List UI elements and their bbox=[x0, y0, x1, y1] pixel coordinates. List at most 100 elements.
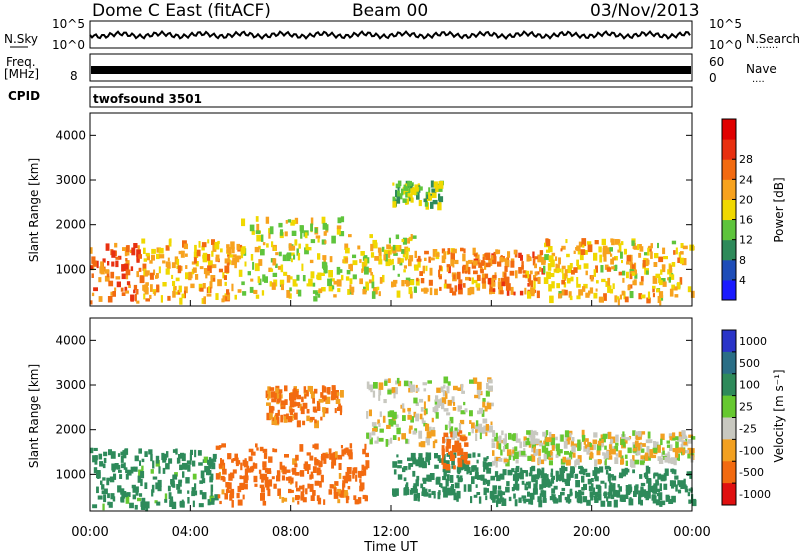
heatmap-cell bbox=[414, 428, 418, 433]
heatmap-cell bbox=[236, 492, 240, 499]
heatmap-cell bbox=[456, 475, 460, 479]
heatmap-cell bbox=[145, 501, 150, 509]
heatmap-cell bbox=[281, 475, 285, 481]
heatmap-cell bbox=[231, 260, 236, 266]
heatmap-cell bbox=[376, 436, 379, 441]
heatmap-cell bbox=[211, 264, 217, 269]
heatmap-cell bbox=[222, 272, 225, 279]
heatmap-cell bbox=[482, 401, 486, 408]
heatmap-cell bbox=[497, 249, 501, 254]
heatmap-cell bbox=[326, 387, 330, 394]
heatmap-cell bbox=[435, 395, 439, 402]
heatmap-cell bbox=[477, 453, 481, 457]
colorbar-swatch bbox=[722, 219, 736, 241]
heatmap-cell bbox=[324, 453, 329, 459]
colorbar-tick-label: 25 bbox=[739, 401, 753, 414]
heatmap-cell bbox=[134, 293, 137, 302]
heatmap-cell bbox=[671, 436, 676, 441]
heatmap-cell bbox=[528, 442, 534, 448]
heatmap-cell bbox=[471, 476, 475, 484]
heatmap-cell bbox=[524, 498, 529, 502]
heatmap-cell bbox=[612, 489, 618, 497]
heatmap-cell bbox=[393, 469, 397, 475]
heatmap-cell bbox=[531, 474, 536, 481]
heatmap-cell bbox=[473, 253, 478, 257]
heatmap-cell bbox=[659, 500, 663, 507]
heatmap-cell bbox=[495, 459, 498, 468]
heatmap-cell bbox=[309, 386, 313, 394]
heatmap-cell bbox=[539, 442, 544, 447]
heatmap-cell bbox=[405, 201, 408, 205]
heatmap-cell bbox=[409, 425, 413, 430]
heatmap-cell bbox=[143, 247, 146, 254]
heatmap-cell bbox=[143, 284, 149, 292]
heatmap-cell bbox=[299, 485, 304, 490]
heatmap-cell bbox=[494, 471, 499, 478]
heatmap-cell bbox=[359, 278, 363, 285]
heatmap-cell bbox=[106, 477, 111, 481]
heatmap-cell bbox=[434, 288, 438, 296]
heatmap-cell bbox=[94, 455, 98, 461]
heatmap-cell bbox=[126, 281, 131, 286]
heatmap-cell bbox=[137, 250, 140, 255]
heatmap-cell bbox=[433, 493, 436, 499]
heatmap-cell bbox=[621, 290, 625, 296]
heatmap-cell bbox=[510, 258, 515, 263]
heatmap-cell bbox=[115, 256, 120, 260]
colorbar-tick-label: 500 bbox=[739, 357, 760, 370]
heatmap-cell bbox=[682, 435, 688, 439]
heatmap-cell bbox=[545, 239, 551, 247]
heatmap-cell bbox=[635, 435, 641, 441]
heatmap-cell bbox=[363, 466, 368, 470]
heatmap-cell bbox=[534, 271, 538, 276]
heatmap-cell bbox=[307, 247, 312, 251]
heatmap-cell bbox=[504, 266, 508, 272]
heatmap-cell bbox=[372, 239, 377, 247]
heatmap-cell bbox=[514, 446, 518, 451]
heatmap-cell bbox=[309, 416, 315, 421]
heatmap-cell bbox=[187, 464, 191, 472]
heatmap-cell bbox=[618, 475, 623, 479]
heatmap-cell bbox=[289, 276, 293, 280]
heatmap-cell bbox=[438, 187, 443, 192]
heatmap-cell bbox=[302, 402, 308, 409]
heatmap-cell bbox=[288, 476, 292, 484]
heatmap-cell bbox=[280, 400, 286, 406]
heatmap-cell bbox=[620, 455, 624, 459]
heatmap-cell bbox=[581, 475, 585, 483]
heatmap-cell bbox=[316, 467, 321, 476]
heatmap-cell bbox=[615, 264, 618, 269]
heatmap-cell bbox=[336, 279, 342, 287]
heatmap-cell bbox=[232, 458, 236, 462]
heatmap-cell bbox=[432, 407, 438, 413]
heatmap-cell bbox=[485, 262, 491, 268]
heatmap-cell bbox=[575, 458, 580, 465]
heatmap-cell bbox=[471, 465, 475, 472]
heatmap-cell bbox=[348, 234, 352, 238]
heatmap-cell bbox=[573, 250, 576, 254]
heatmap-cell bbox=[341, 449, 345, 457]
heatmap-cell bbox=[357, 497, 362, 504]
heatmap-cell bbox=[313, 388, 318, 394]
heatmap-cell bbox=[456, 490, 461, 499]
heatmap-cell bbox=[514, 479, 518, 483]
heatmap-cell bbox=[136, 289, 139, 295]
heatmap-cell bbox=[588, 290, 591, 296]
heatmap-cell bbox=[482, 478, 486, 485]
heatmap-cell bbox=[138, 267, 142, 272]
heatmap-cell bbox=[442, 476, 447, 481]
heatmap-cell bbox=[601, 443, 604, 448]
heatmap-cell bbox=[423, 492, 429, 497]
heatmap-cell bbox=[496, 475, 501, 482]
heatmap-cell bbox=[391, 387, 397, 394]
heatmap-cell bbox=[226, 244, 230, 249]
heatmap-cell bbox=[364, 443, 367, 450]
heatmap-cell bbox=[645, 439, 651, 444]
heatmap-cell bbox=[581, 429, 585, 438]
heatmap-cell bbox=[413, 397, 418, 404]
heatmap-cell bbox=[463, 484, 467, 492]
heatmap-cell bbox=[321, 261, 327, 269]
heatmap-cell bbox=[572, 452, 576, 458]
heatmap-cell bbox=[408, 463, 414, 467]
heatmap-cell bbox=[208, 286, 211, 293]
